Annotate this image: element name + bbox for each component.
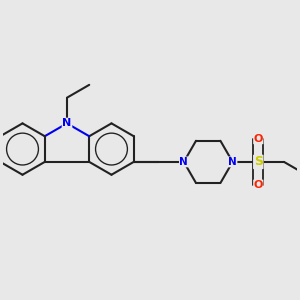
Text: S: S <box>254 155 263 168</box>
Text: N: N <box>179 157 188 167</box>
Text: N: N <box>228 157 237 167</box>
Text: O: O <box>254 134 263 144</box>
Text: N: N <box>62 118 72 128</box>
Text: O: O <box>254 180 263 190</box>
